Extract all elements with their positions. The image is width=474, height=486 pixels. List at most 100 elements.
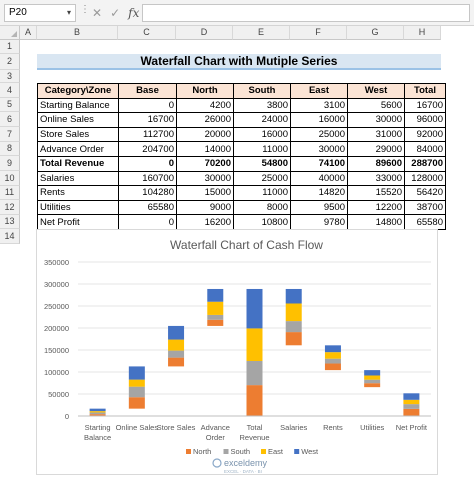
value-cell[interactable]: 104280: [118, 185, 177, 201]
cancel-icon[interactable]: ✕: [92, 6, 103, 20]
value-cell[interactable]: 65580: [404, 214, 446, 230]
value-cell[interactable]: 31000: [347, 126, 405, 143]
column-header-H[interactable]: H: [404, 26, 441, 40]
row-label-cell[interactable]: Utilities: [37, 199, 119, 216]
value-cell[interactable]: 0: [118, 214, 177, 230]
value-cell[interactable]: 30000: [176, 170, 234, 187]
enter-icon[interactable]: ✓: [110, 6, 121, 20]
value-cell[interactable]: 16000: [290, 112, 348, 128]
row-label-cell[interactable]: Salaries: [37, 170, 119, 187]
row-header-6[interactable]: 6: [0, 112, 20, 127]
value-cell[interactable]: 24000: [233, 112, 291, 128]
value-cell[interactable]: 30000: [347, 112, 405, 128]
value-cell[interactable]: 16200: [176, 214, 234, 230]
value-cell[interactable]: 3100: [290, 97, 348, 114]
column-header-D[interactable]: D: [176, 26, 233, 40]
table-header-cell[interactable]: South: [233, 83, 291, 99]
value-cell[interactable]: 11000: [233, 141, 291, 157]
value-cell[interactable]: 204700: [118, 141, 177, 157]
value-cell[interactable]: 112700: [118, 126, 177, 143]
value-cell[interactable]: 96000: [404, 112, 446, 128]
row-label-cell[interactable]: Store Sales: [37, 126, 119, 143]
row-header-8[interactable]: 8: [0, 142, 20, 156]
row-header-7[interactable]: 7: [0, 127, 20, 142]
waterfall-chart[interactable]: Waterfall Chart of Cash Flow 0 50000 100000…: [36, 229, 438, 475]
value-cell[interactable]: 65580: [118, 199, 177, 216]
column-header-F[interactable]: F: [290, 26, 347, 40]
name-box[interactable]: P20 ▾: [4, 4, 76, 22]
value-cell[interactable]: 9500: [290, 199, 348, 216]
table-header-cell[interactable]: Base: [118, 83, 177, 99]
value-cell[interactable]: 288700: [404, 155, 446, 172]
value-cell[interactable]: 15520: [347, 185, 405, 201]
value-cell[interactable]: 25000: [233, 170, 291, 187]
value-cell[interactable]: 4200: [176, 97, 234, 114]
row-header-13[interactable]: 13: [0, 215, 20, 229]
value-cell[interactable]: 5600: [347, 97, 405, 114]
value-cell[interactable]: 26000: [176, 112, 234, 128]
table-header-cell[interactable]: Total: [404, 83, 446, 99]
value-cell[interactable]: 160700: [118, 170, 177, 187]
row-header-2[interactable]: 2: [0, 54, 20, 70]
value-cell[interactable]: 9000: [176, 199, 234, 216]
value-cell[interactable]: 84000: [404, 141, 446, 157]
table-header-cell[interactable]: North: [176, 83, 234, 99]
value-cell[interactable]: 89600: [347, 155, 405, 172]
value-cell[interactable]: 16000: [233, 126, 291, 143]
value-cell[interactable]: 40000: [290, 170, 348, 187]
row-header-9[interactable]: 9: [0, 156, 20, 171]
value-cell[interactable]: 11000: [233, 185, 291, 201]
select-all-button[interactable]: [0, 26, 20, 40]
column-header-A[interactable]: A: [20, 26, 37, 40]
row-header-10[interactable]: 10: [0, 171, 20, 186]
insert-function-icon[interactable]: fx: [128, 6, 140, 20]
value-cell[interactable]: 15000: [176, 185, 234, 201]
row-label-cell[interactable]: Total Revenue: [37, 155, 119, 172]
value-cell[interactable]: 70200: [176, 155, 234, 172]
value-cell[interactable]: 54800: [233, 155, 291, 172]
value-cell[interactable]: 56420: [404, 185, 446, 201]
value-cell[interactable]: 38700: [404, 199, 446, 216]
value-cell[interactable]: 14800: [347, 214, 405, 230]
column-header-G[interactable]: G: [347, 26, 404, 40]
value-cell[interactable]: 92000: [404, 126, 446, 143]
value-cell[interactable]: 16700: [118, 112, 177, 128]
value-cell[interactable]: 25000: [290, 126, 348, 143]
table-header-cell[interactable]: West: [347, 83, 405, 99]
value-cell[interactable]: 10800: [233, 214, 291, 230]
value-cell[interactable]: 0: [118, 155, 177, 172]
column-header-C[interactable]: C: [118, 26, 176, 40]
column-header-E[interactable]: E: [233, 26, 290, 40]
value-cell[interactable]: 0: [118, 97, 177, 114]
column-header-B[interactable]: B: [37, 26, 118, 40]
value-cell[interactable]: 20000: [176, 126, 234, 143]
row-header-3[interactable]: 3: [0, 70, 20, 83]
value-cell[interactable]: 12200: [347, 199, 405, 216]
value-cell[interactable]: 29000: [347, 141, 405, 157]
row-header-11[interactable]: 11: [0, 186, 20, 200]
row-label-cell[interactable]: Net Profit: [37, 214, 119, 230]
value-cell[interactable]: 8000: [233, 199, 291, 216]
row-header-1[interactable]: 1: [0, 40, 20, 54]
row-label-cell[interactable]: Rents: [37, 185, 119, 201]
row-header-14[interactable]: 14: [0, 229, 20, 244]
row-label-cell[interactable]: Online Sales: [37, 112, 119, 128]
value-cell[interactable]: 74100: [290, 155, 348, 172]
row-header-4[interactable]: 4: [0, 83, 20, 98]
value-cell[interactable]: 30000: [290, 141, 348, 157]
row-header-5[interactable]: 5: [0, 98, 20, 112]
value-cell[interactable]: 14000: [176, 141, 234, 157]
table-header-cell[interactable]: East: [290, 83, 348, 99]
formula-input[interactable]: [142, 4, 470, 22]
value-cell[interactable]: 128000: [404, 170, 446, 187]
row-label-cell[interactable]: Advance Order: [37, 141, 119, 157]
chevron-down-icon[interactable]: ▾: [66, 8, 71, 17]
value-cell[interactable]: 16700: [404, 97, 446, 114]
row-header-12[interactable]: 12: [0, 200, 20, 215]
value-cell[interactable]: 3800: [233, 97, 291, 114]
row-label-cell[interactable]: Starting Balance: [37, 97, 119, 114]
value-cell[interactable]: 9780: [290, 214, 348, 230]
value-cell[interactable]: 33000: [347, 170, 405, 187]
table-header-cell[interactable]: Category\Zone: [37, 83, 119, 99]
value-cell[interactable]: 14820: [290, 185, 348, 201]
